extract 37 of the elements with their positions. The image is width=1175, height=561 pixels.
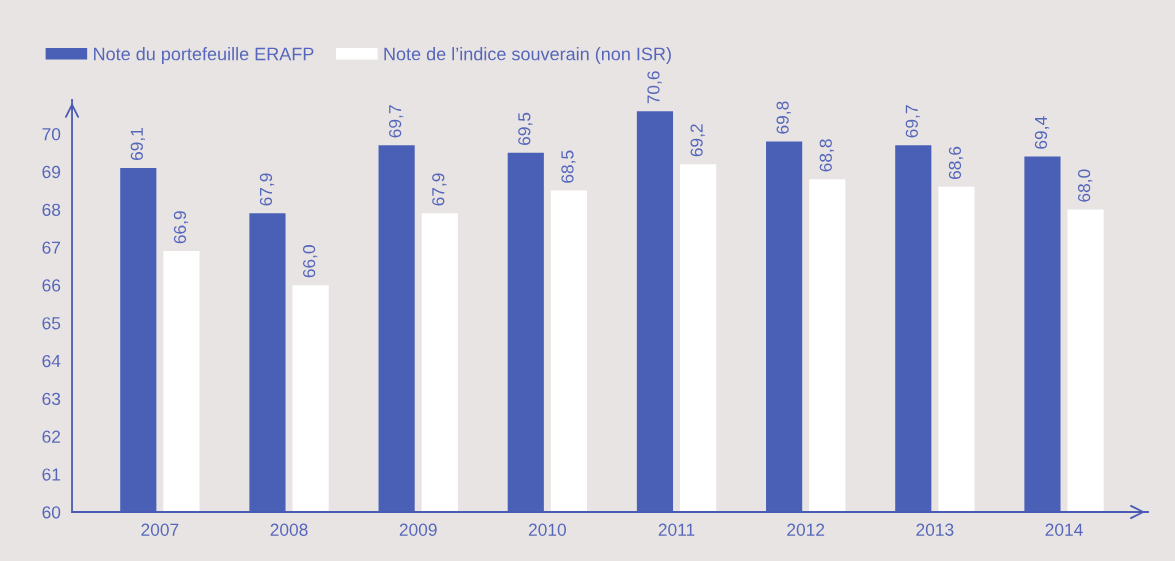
y-tick-label: 62 [42,430,61,443]
y-tick-label: 68 [42,203,61,216]
y-tick-label: 65 [42,317,61,330]
data-label: 69,1 [130,128,145,161]
data-label: 69,7 [905,105,920,138]
y-tick-label: 67 [42,241,61,254]
legend-label: Note du portefeuille ERAFP [94,47,314,64]
x-tick-label: 2014 [1045,523,1083,536]
x-tick-label: 2011 [658,523,695,536]
legend-label: Note de l’indice souverain (non ISR) [384,47,671,64]
data-label: 69,8 [776,101,791,134]
x-tick-label: 2008 [270,523,308,536]
y-tick-label: 66 [42,279,61,292]
data-label: 67,9 [432,173,447,206]
data-label: 68,8 [819,139,834,172]
data-label: 69,7 [388,105,404,138]
data-label: 70,6 [647,71,662,104]
data-label: 66,0 [302,245,318,278]
y-tick-label: 70 [42,128,61,141]
y-tick-label: 61 [42,468,61,481]
y-tick-label: 69 [42,165,61,179]
data-label: 67,9 [259,173,275,206]
y-tick-label: 63 [42,392,61,406]
data-label: 68,0 [1077,169,1093,202]
x-tick-label: 2010 [528,523,566,536]
data-label: 68,6 [948,146,964,179]
data-label: 69,5 [518,112,533,145]
data-label: 69,4 [1034,116,1050,149]
x-tick-label: 2013 [916,523,954,536]
x-tick-label: 2012 [787,523,825,536]
y-tick-label: 60 [42,506,61,519]
x-tick-label: 2007 [141,523,179,536]
data-label: 68,5 [561,150,576,183]
data-label: 69,2 [690,124,705,157]
x-tick-label: 2009 [399,523,437,536]
data-label: 66,9 [173,211,189,244]
y-tick-label: 64 [42,354,61,368]
